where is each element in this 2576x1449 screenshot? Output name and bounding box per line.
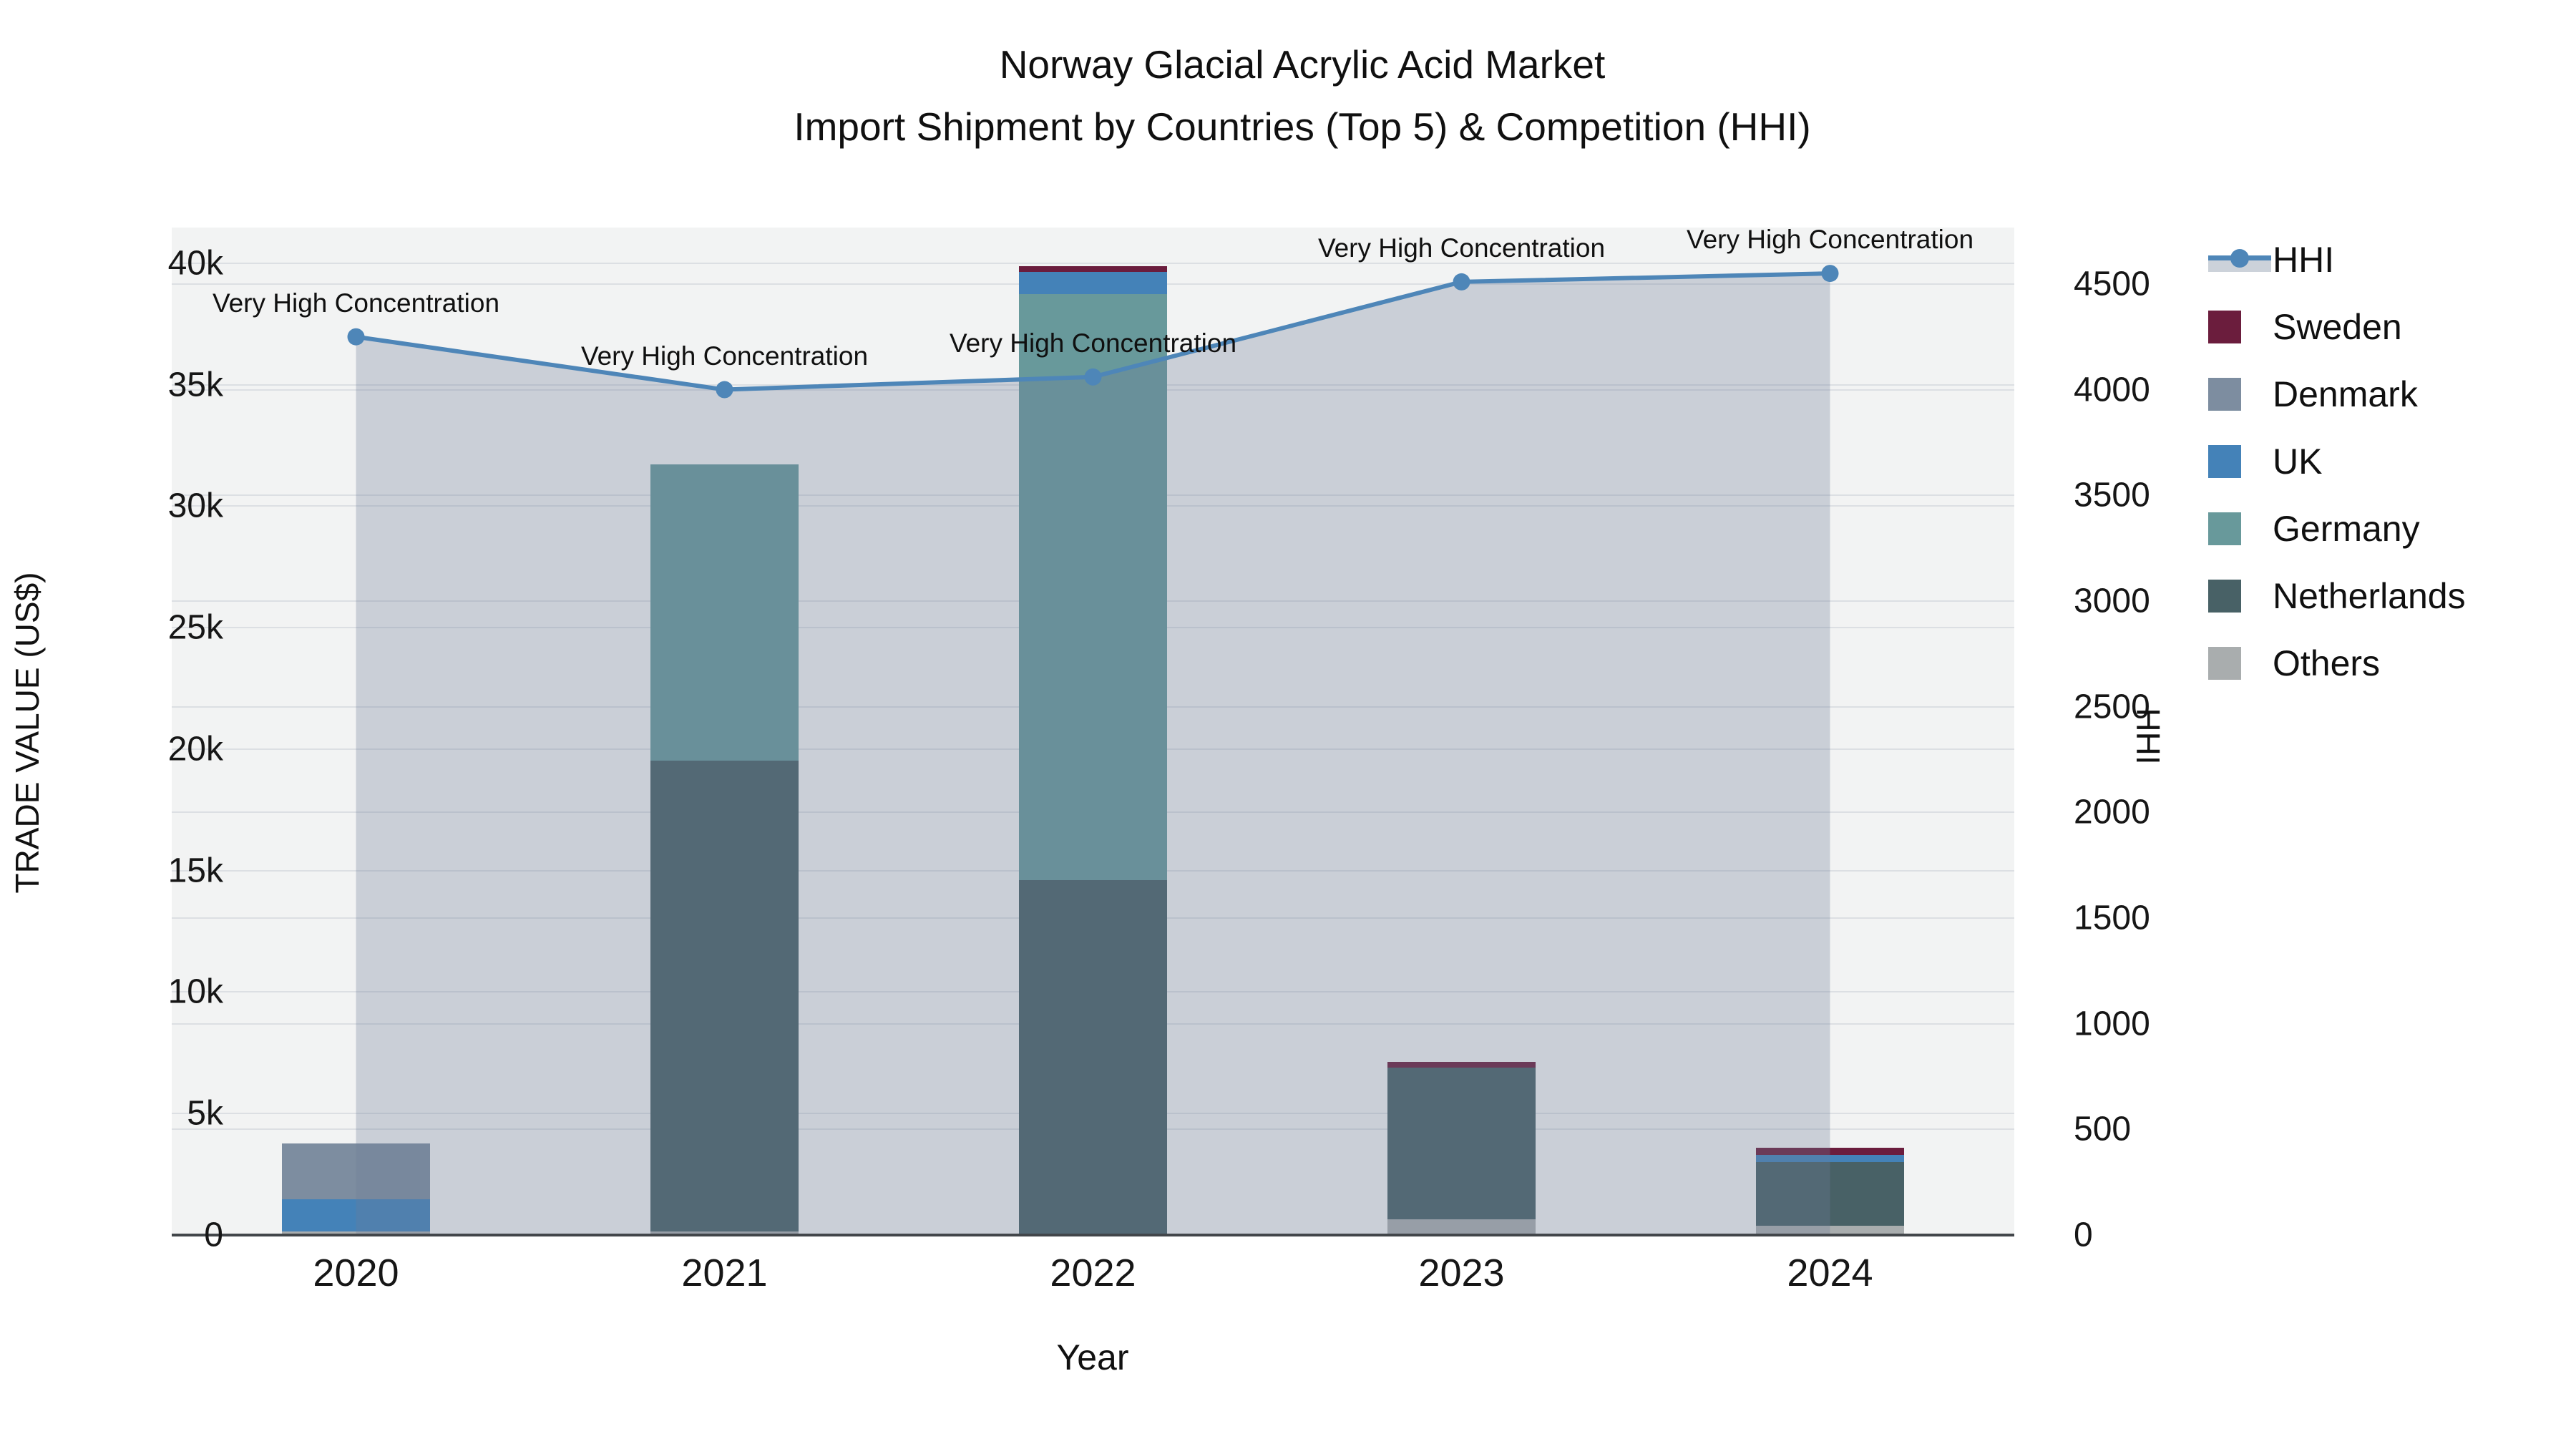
bar-2024-sweden xyxy=(1756,1148,1904,1156)
annotation-2022: Very High Concentration xyxy=(949,328,1237,358)
bar-2021-others xyxy=(650,1231,799,1235)
annotation-2020: Very High Concentration xyxy=(212,288,500,318)
legend-label: HHI xyxy=(2273,240,2335,280)
bar-2020-others xyxy=(282,1231,430,1235)
y2-tick-4000: 4000 xyxy=(2074,371,2150,409)
y2-tick-1000: 1000 xyxy=(2074,1005,2150,1043)
legend-item-uk[interactable]: UK xyxy=(2208,428,2466,495)
y2-tick-4500: 4500 xyxy=(2074,265,2150,303)
x-tick-2021: 2021 xyxy=(681,1252,768,1294)
x-axis-title: Year xyxy=(1056,1337,1129,1377)
y-tick-30k: 30k xyxy=(167,487,223,525)
bar-2023-sweden xyxy=(1387,1061,1536,1068)
germany-swatch-icon xyxy=(2208,512,2241,545)
legend-label: UK xyxy=(2273,441,2323,482)
chart-title-line2: Import Shipment by Countries (Top 5) & C… xyxy=(794,104,1811,149)
y-tick-0: 0 xyxy=(204,1216,223,1254)
bar-2021-germany xyxy=(650,464,799,761)
denmark-swatch-icon xyxy=(2208,378,2241,411)
legend-item-sweden[interactable]: Sweden xyxy=(2208,293,2466,361)
sweden-swatch-icon xyxy=(2208,311,2241,343)
annotation-2023: Very High Concentration xyxy=(1317,233,1606,263)
y2-tick-3500: 3500 xyxy=(2074,476,2150,514)
y2-tick-1500: 1500 xyxy=(2074,899,2150,937)
y-tick-40k: 40k xyxy=(167,244,223,283)
bar-2024-others xyxy=(1756,1226,1904,1235)
y2-tick-500: 500 xyxy=(2074,1110,2132,1148)
y-tick-20k: 20k xyxy=(167,730,223,769)
chart-title-line1: Norway Glacial Acrylic Acid Market xyxy=(999,42,1606,87)
bar-2020-uk xyxy=(282,1199,430,1231)
legend-label: Sweden xyxy=(2273,307,2402,347)
y-tick-15k: 15k xyxy=(167,852,223,890)
legend-item-others[interactable]: Others xyxy=(2208,630,2466,697)
x-tick-2020: 2020 xyxy=(313,1252,399,1294)
y-tick-10k: 10k xyxy=(167,972,223,1011)
y-tick-35k: 35k xyxy=(167,366,223,404)
legend-item-denmark[interactable]: Denmark xyxy=(2208,361,2466,428)
x-tick-2022: 2022 xyxy=(1050,1252,1136,1294)
bar-2020-denmark xyxy=(282,1143,430,1200)
legend-label: Germany xyxy=(2273,509,2420,549)
legend-label: Others xyxy=(2273,643,2381,683)
legend: HHI Sweden Denmark UK Germany Netherland… xyxy=(2208,226,2466,697)
annotation-2024: Very High Concentration xyxy=(1686,225,1974,255)
bar-2021-netherlands xyxy=(650,760,799,1231)
bar-2022-sweden xyxy=(1019,265,1167,272)
gridline-left-40k xyxy=(172,262,2014,264)
x-axis-line xyxy=(172,1234,2014,1236)
y-tick-25k: 25k xyxy=(167,608,223,647)
bar-2024-uk xyxy=(1756,1155,1904,1163)
y2-tick-2500: 2500 xyxy=(2074,688,2150,726)
uk-swatch-icon xyxy=(2208,445,2241,478)
legend-label: Denmark xyxy=(2273,374,2418,414)
y-axis-title: TRADE VALUE (US$) xyxy=(9,572,46,894)
bar-2023-netherlands xyxy=(1387,1068,1536,1219)
annotation-2021: Very High Concentration xyxy=(580,341,869,371)
legend-item-hhi[interactable]: HHI xyxy=(2208,226,2466,293)
y2-tick-3000: 3000 xyxy=(2074,582,2150,620)
bar-2024-netherlands xyxy=(1756,1162,1904,1226)
bar-2022-germany xyxy=(1019,293,1167,880)
bar-2022-netherlands xyxy=(1019,879,1167,1235)
others-swatch-icon xyxy=(2208,647,2241,680)
legend-item-germany[interactable]: Germany xyxy=(2208,495,2466,562)
x-tick-2023: 2023 xyxy=(1418,1252,1505,1294)
y2-tick-0: 0 xyxy=(2074,1216,2093,1254)
legend-item-netherlands[interactable]: Netherlands xyxy=(2208,562,2466,630)
bar-2022-uk xyxy=(1019,271,1167,294)
x-tick-2024: 2024 xyxy=(1787,1252,1873,1294)
y-tick-5k: 5k xyxy=(187,1094,223,1133)
y2-tick-2000: 2000 xyxy=(2074,793,2150,831)
bar-2023-others xyxy=(1387,1219,1536,1235)
hhi-line-icon xyxy=(2208,243,2271,276)
netherlands-swatch-icon xyxy=(2208,580,2241,613)
y2-axis-title: HHI xyxy=(2129,708,2167,765)
legend-label: Netherlands xyxy=(2273,576,2466,616)
